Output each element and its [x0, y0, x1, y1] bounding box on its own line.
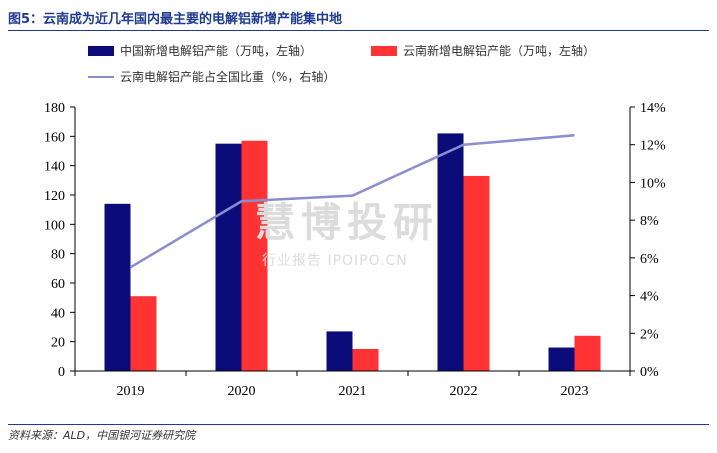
y-right-tick-label-3: 6%: [640, 252, 659, 267]
x-tick-label-2021: 2021: [339, 384, 367, 399]
y-right-tick-label-0: 0%: [640, 365, 659, 380]
y-left-tick-label-40: 40: [51, 306, 65, 321]
bar-yunnan-2020: [241, 140, 268, 371]
watermark-logo: 慧博投研: [255, 200, 439, 246]
chart-title: 图5：云南成为近几年国内最主要的电解铝新增产能集中地: [8, 12, 343, 27]
legend-swatch-yunnan: [371, 45, 397, 56]
legend-item-share: 云南电解铝产能占全国比重（%，右轴）: [88, 68, 335, 85]
legend-item-china: 中国新增电解铝产能（万吨，左轴）: [88, 42, 312, 59]
y-left-tick-label-100: 100: [44, 218, 65, 233]
y-right-tick-label-7: 14%: [640, 101, 666, 116]
bar-china-2019: [104, 203, 131, 371]
y-right-tick-label-1: 2%: [640, 327, 659, 342]
y-left-tick-label-160: 160: [44, 130, 65, 145]
watermark-text: 行业报告 IPOIPO.CN: [262, 253, 408, 269]
x-tick-label-2020: 2020: [228, 384, 256, 399]
source-note: 资料来源：ALD，中国银河证券研究院: [8, 429, 196, 442]
y-right-tick-label-6: 12%: [640, 139, 666, 154]
bar-china-2022: [437, 133, 464, 371]
bar-yunnan-2021: [352, 349, 379, 371]
bar-yunnan-2023: [574, 335, 601, 371]
y-right-tick-label-5: 10%: [640, 176, 666, 191]
legend-swatch-share: [88, 75, 114, 78]
y-right-tick-label-4: 8%: [640, 214, 659, 229]
x-tick-label-2022: 2022: [450, 384, 478, 399]
y-left-tick-label-0: 0: [58, 365, 65, 380]
legend-item-yunnan: 云南新增电解铝产能（万吨，左轴）: [371, 42, 595, 59]
y-left-tick-label-20: 20: [51, 336, 65, 351]
bar-china-2023: [548, 347, 575, 371]
bar-yunnan-2019: [130, 296, 157, 371]
bar-china-2021: [326, 331, 353, 371]
legend-label-china: 中国新增电解铝产能（万吨，左轴）: [120, 44, 313, 58]
legend: 中国新增电解铝产能（万吨，左轴） 云南新增电解铝产能（万吨，左轴） 云南电解铝产…: [88, 42, 648, 90]
y-left-tick-label-140: 140: [44, 160, 65, 175]
x-tick-label-2019: 2019: [117, 384, 145, 399]
y-right-tick-label-2: 4%: [640, 290, 659, 305]
y-left-tick-label-60: 60: [51, 277, 65, 292]
bar-yunnan-2022: [463, 175, 490, 371]
y-left-tick-label-180: 180: [44, 101, 65, 116]
legend-swatch-china: [88, 45, 114, 56]
source-rule: [8, 424, 709, 425]
x-tick-label-2023: 2023: [561, 384, 589, 399]
legend-label-yunnan: 云南新增电解铝产能（万吨，左轴）: [403, 44, 596, 58]
bar-china-2020: [215, 143, 242, 371]
y-left-tick-label-120: 120: [44, 189, 65, 204]
legend-label-share: 云南电解铝产能占全国比重（%，右轴）: [120, 70, 336, 84]
y-left-tick-label-80: 80: [51, 248, 65, 263]
title-rule: [8, 30, 709, 31]
